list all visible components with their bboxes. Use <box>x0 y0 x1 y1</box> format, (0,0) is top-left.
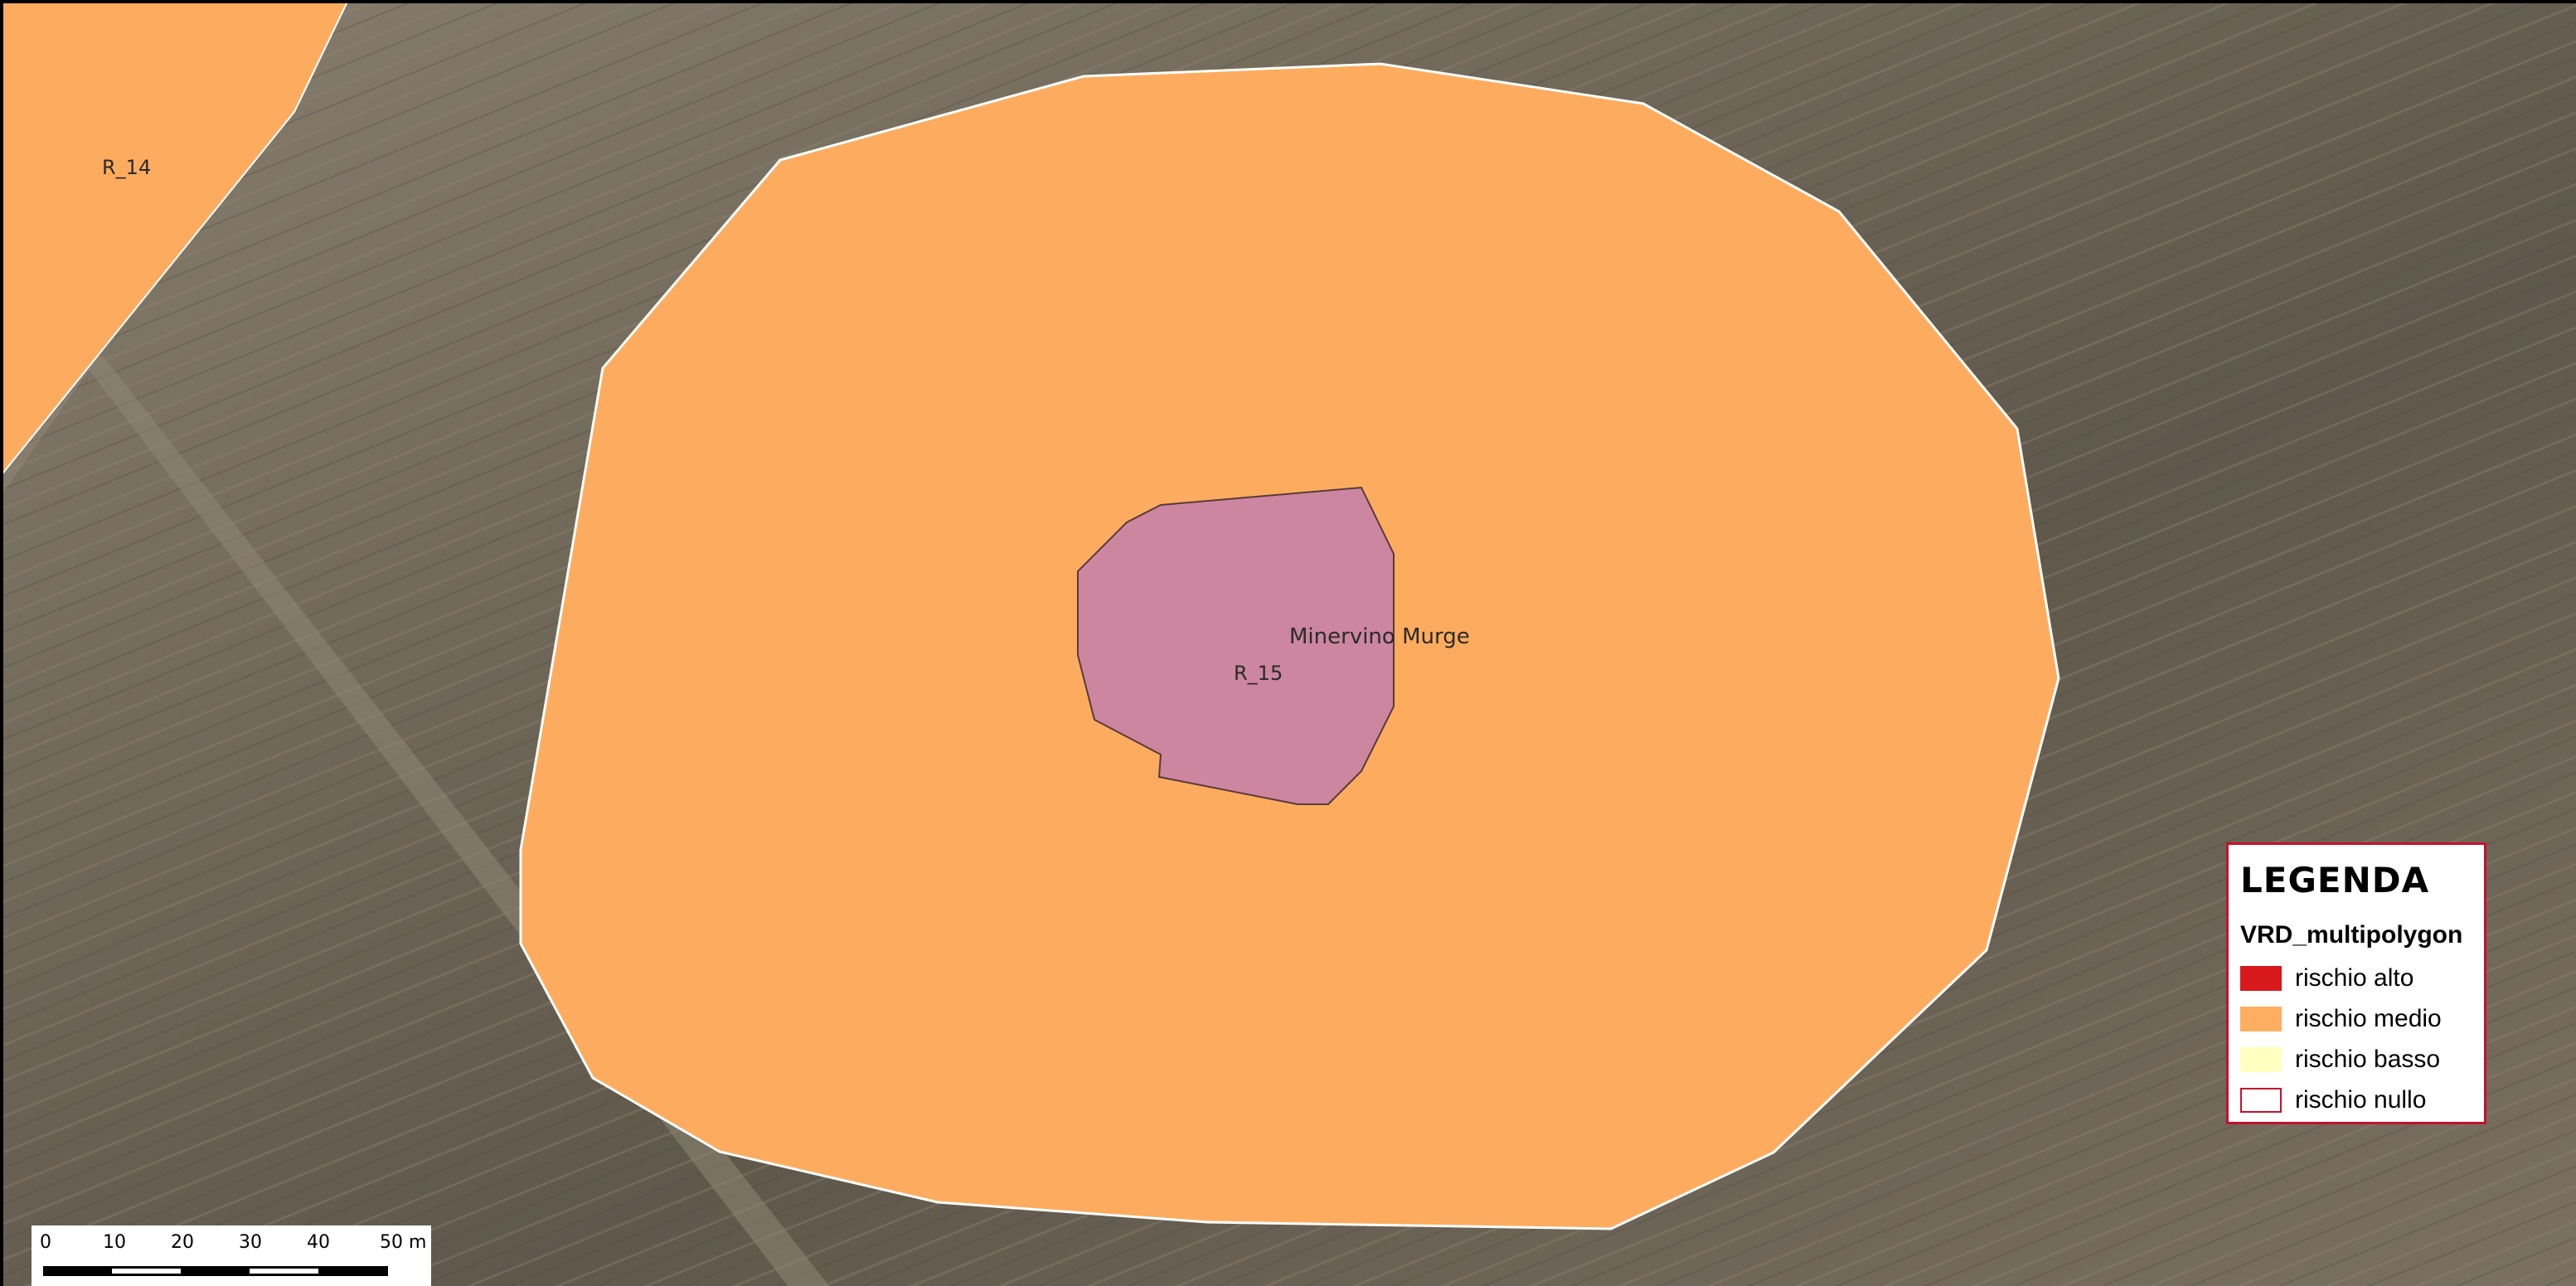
scale-segment <box>112 1269 181 1274</box>
legend-title: LEGENDA <box>2240 860 2430 900</box>
legend-label: rischio medio <box>2295 1004 2442 1032</box>
scale-tick-label: 10 <box>103 1232 126 1253</box>
scale-segment <box>250 1269 318 1274</box>
scale-tick-label: 20 <box>171 1232 194 1253</box>
scale-tick-label: 40 <box>307 1232 330 1253</box>
r14-polygon[interactable] <box>0 0 350 478</box>
legend-swatch <box>2240 1006 2282 1031</box>
scale-bar: 0 10 20 30 40 50 m <box>32 1225 431 1286</box>
legend-layer-name: VRD_multipolygon <box>2240 921 2463 949</box>
legend-swatch <box>2240 965 2282 991</box>
place-label: Minervino Murge <box>1289 624 1470 649</box>
map-frame-top <box>0 0 2576 3</box>
scale-tick-label: 0 <box>40 1232 51 1253</box>
scale-tick-label: 30 <box>239 1232 262 1253</box>
r15-label: R_15 <box>1234 662 1283 685</box>
legend-panel: LEGENDA VRD_multipolygon rischio alto ri… <box>2226 842 2486 1124</box>
legend-item-rischio-alto: rischio alto <box>2240 958 2484 998</box>
legend-label: rischio nullo <box>2295 1085 2427 1114</box>
legend-label: rischio basso <box>2295 1045 2441 1073</box>
scale-tick-label: 50 m <box>380 1232 427 1253</box>
legend-label: rischio alto <box>2295 963 2414 992</box>
r14-label: R_14 <box>102 156 151 179</box>
legend-item-rischio-medio: rischio medio <box>2240 998 2484 1039</box>
legend-item-rischio-basso: rischio basso <box>2240 1039 2484 1080</box>
map-frame-left <box>0 0 3 1286</box>
scale-bar-track <box>43 1266 388 1276</box>
legend-item-rischio-nullo: rischio nullo <box>2240 1080 2484 1120</box>
legend-swatch <box>2240 1087 2282 1113</box>
r15-site-polygon[interactable] <box>1077 486 1395 805</box>
legend-swatch <box>2240 1046 2282 1072</box>
